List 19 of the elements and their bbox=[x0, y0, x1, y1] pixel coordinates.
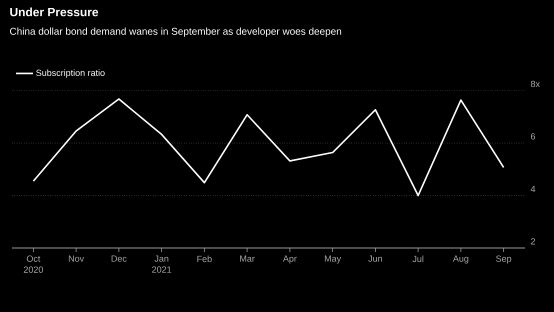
y-tick-label: 8x bbox=[530, 80, 540, 88]
x-tick-label: Dec bbox=[112, 256, 127, 262]
legend-label: Subscription ratio bbox=[36, 69, 105, 78]
x-tick-label: Jan 2021 bbox=[152, 256, 172, 273]
x-tick-label: Apr bbox=[282, 256, 297, 264]
x-tick-label: Aug bbox=[452, 256, 468, 264]
x-tick-label: Feb bbox=[197, 256, 212, 262]
x-tick-label: Sep bbox=[496, 256, 512, 264]
x-tick-label: Mar bbox=[240, 256, 255, 262]
chart-title: Under Pressure bbox=[10, 8, 98, 16]
chart-subtitle: China dollar bond demand wanes in September as developer woes deepen bbox=[10, 28, 342, 37]
y-tick-label: 2 bbox=[530, 238, 536, 244]
x-tick-label: Nov bbox=[68, 256, 84, 262]
x-tick-label: Jun bbox=[368, 256, 382, 262]
y-tick-label: 4 bbox=[530, 186, 536, 192]
x-tick-label: Jul bbox=[412, 256, 424, 262]
x-tick-label: May bbox=[324, 256, 342, 264]
y-tick-label: 6 bbox=[530, 133, 536, 140]
x-tick-label: Oct 2020 bbox=[24, 256, 43, 273]
